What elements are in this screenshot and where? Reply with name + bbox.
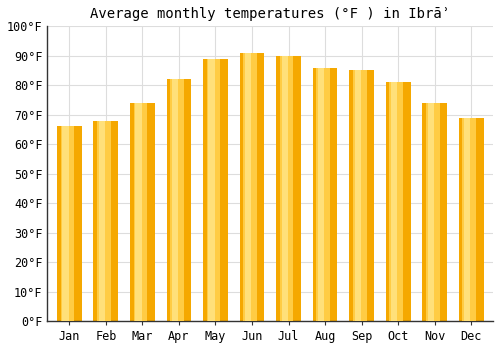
Bar [428,103,434,321]
Bar [316,68,330,321]
Bar [166,79,192,321]
Bar [282,56,288,321]
Bar [99,121,105,321]
Bar [280,56,293,321]
Bar [353,70,366,321]
Bar [462,118,476,321]
Bar [130,103,155,321]
Bar [245,53,251,321]
Bar [97,121,111,321]
Bar [172,79,178,321]
Bar [207,59,220,321]
Bar [391,82,398,321]
Bar [318,68,324,321]
Bar [208,59,214,321]
Bar [94,121,118,321]
Title: Average monthly temperatures (°F ) in Ibrāʾ: Average monthly temperatures (°F ) in Ib… [90,7,451,21]
Bar [240,53,264,321]
Bar [60,126,74,321]
Bar [390,82,403,321]
Bar [134,103,147,321]
Bar [244,53,257,321]
Bar [57,126,82,321]
Bar [458,118,483,321]
Bar [62,126,68,321]
Bar [276,56,301,321]
Bar [386,82,410,321]
Bar [203,59,228,321]
Bar [170,79,184,321]
Bar [136,103,141,321]
Bar [422,103,447,321]
Bar [426,103,440,321]
Bar [354,70,361,321]
Bar [349,70,374,321]
Bar [464,118,470,321]
Bar [312,68,338,321]
